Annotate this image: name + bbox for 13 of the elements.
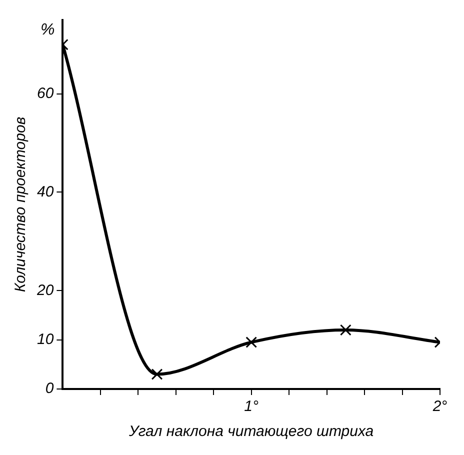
x-tick-label: 2° xyxy=(432,398,448,416)
point xyxy=(151,368,163,380)
y-tick-label: 0 xyxy=(45,380,54,398)
y-tick-label: 20 xyxy=(36,282,54,299)
x-tick-label: 1° xyxy=(244,398,259,416)
y-tick-label: 60 xyxy=(36,84,54,102)
y-tick-label: 10 xyxy=(36,330,54,348)
y-tick-label: 40 xyxy=(36,183,54,200)
point xyxy=(340,324,352,336)
point xyxy=(246,336,258,348)
text: % xyxy=(40,21,55,38)
x-axis-title: Угал наклона читающего штриха xyxy=(128,423,374,440)
y-axis-title: Количество проекторов xyxy=(12,116,30,292)
